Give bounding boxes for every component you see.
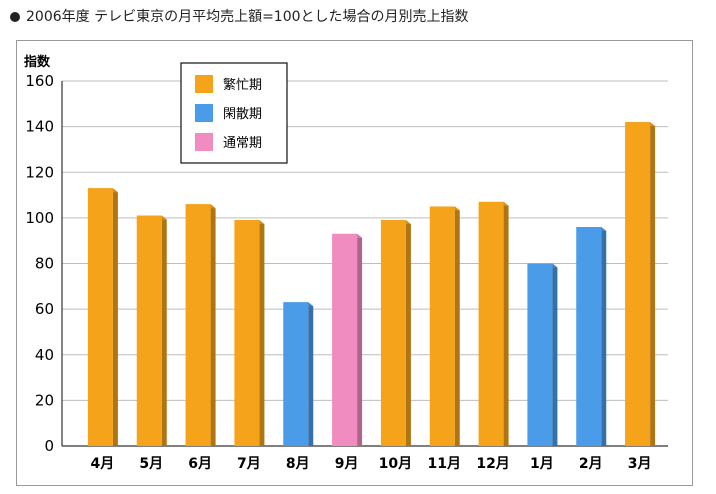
- bar: [380, 220, 411, 446]
- x-tick-label: 5月: [139, 456, 163, 472]
- x-tick-label: 6月: [188, 456, 212, 472]
- y-tick-labels: 0 20 40 60 80 100 120 140 160: [25, 72, 54, 455]
- bar-side: [601, 227, 607, 446]
- y-axis-label: 指数: [24, 54, 51, 70]
- bar-front: [429, 206, 455, 446]
- x-tick-label: 9月: [335, 456, 359, 472]
- bar-front: [576, 227, 602, 446]
- x-tick-label: 7月: [237, 456, 261, 472]
- legend-item: 繁忙期: [195, 75, 262, 93]
- y-tick-label: 20: [35, 391, 54, 409]
- legend-item: 閑散期: [195, 104, 262, 122]
- bar-front: [527, 263, 553, 446]
- y-tick-label: 60: [35, 300, 54, 318]
- bar-front: [185, 204, 211, 446]
- legend-label: 繁忙期: [223, 77, 262, 93]
- y-tick-label: 160: [25, 72, 54, 90]
- title-bullet-icon: [10, 12, 20, 22]
- x-tick-label: 12月: [476, 456, 509, 472]
- legend-label: 通常期: [223, 136, 262, 151]
- bar: [234, 220, 265, 446]
- y-tick-label: 40: [35, 346, 54, 364]
- bar-side: [308, 302, 314, 446]
- legend-label: 閑散期: [223, 107, 262, 122]
- chart-title: 2006年度 テレビ東京の月平均売上額=100とした場合の月別売上指数: [26, 9, 469, 25]
- y-tick-label: 100: [25, 209, 54, 227]
- bar-front: [478, 201, 504, 446]
- bar: [185, 204, 216, 446]
- legend-swatch: [195, 133, 213, 151]
- legend-swatch: [195, 75, 213, 93]
- bar: [136, 215, 167, 446]
- x-tick-label: 11月: [428, 456, 461, 472]
- x-tick-label: 3月: [628, 456, 652, 472]
- bar-front: [283, 302, 309, 446]
- bar-front: [136, 215, 162, 446]
- bar-side: [259, 220, 265, 446]
- bar: [332, 233, 363, 446]
- bar: [625, 122, 656, 446]
- legend-swatch: [195, 104, 213, 122]
- y-tick-label: 140: [25, 118, 54, 136]
- bar: [87, 188, 118, 446]
- bars: [87, 122, 656, 446]
- chart-title-row: 2006年度 テレビ東京の月平均売上額=100とした場合の月別売上指数: [10, 6, 469, 26]
- bar-front: [380, 220, 406, 446]
- x-tick-label: 10月: [379, 456, 412, 472]
- x-tick-label: 4月: [91, 456, 115, 472]
- bar: [283, 302, 314, 446]
- bar-front: [332, 233, 358, 446]
- x-tick-label: 8月: [286, 456, 310, 472]
- y-tick-label: 80: [35, 255, 54, 273]
- bar: [576, 227, 607, 446]
- bar-front: [87, 188, 113, 446]
- bar-side: [454, 206, 460, 446]
- bar-side: [161, 215, 167, 446]
- bar: [429, 206, 460, 446]
- bar: [527, 263, 558, 446]
- x-tick-label: 1月: [530, 456, 554, 472]
- bar-side: [357, 233, 363, 446]
- bar-side: [405, 220, 411, 446]
- y-tick-label: 0: [44, 437, 54, 455]
- y-tick-label: 120: [25, 163, 54, 181]
- x-tick-labels: 4月 5月 6月 7月 8月 9月 10月 11月 12月 1月 2月 3月: [91, 456, 652, 472]
- bar-side: [503, 201, 509, 446]
- x-tick-label: 2月: [579, 456, 603, 472]
- bar-side: [650, 122, 656, 446]
- bar-side: [210, 204, 216, 446]
- bar-side: [112, 188, 118, 446]
- bar-side: [552, 263, 558, 446]
- bar-front: [625, 122, 651, 446]
- bar-front: [234, 220, 260, 446]
- legend-item: 通常期: [195, 133, 262, 151]
- bar: [478, 201, 509, 446]
